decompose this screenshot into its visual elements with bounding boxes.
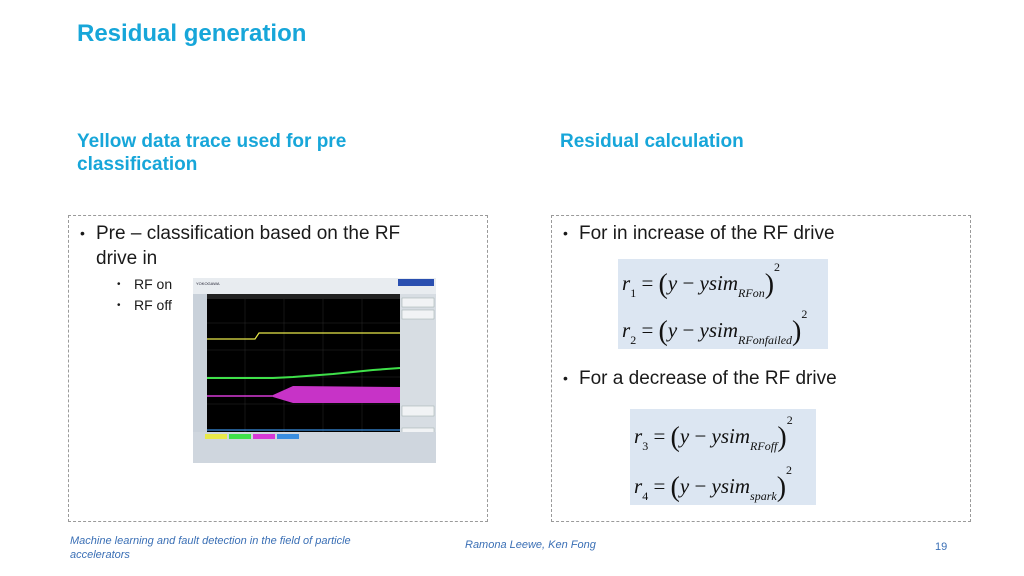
eq-power: 2 — [801, 307, 808, 321]
slide-title: Residual generation — [77, 20, 307, 47]
eq-lhs-sub: 3 — [642, 439, 649, 453]
scope-menu-button — [401, 405, 435, 417]
footer-authors: Ramona Leewe, Ken Fong — [465, 539, 596, 551]
ch3-label — [253, 434, 275, 439]
eq-rhs: ysim — [711, 424, 751, 448]
eq-rhs-sub: RFonfailed — [738, 333, 793, 347]
left-heading-line2: classification — [77, 154, 198, 175]
left-content-box — [68, 215, 488, 522]
eq-lhs: r — [622, 318, 631, 342]
scope-brand: YOKOGAWA — [196, 281, 220, 286]
left-bullet-line1: Pre – classification based on the RF — [96, 223, 401, 244]
footer-left-line1: Machine learning and fault detection in … — [70, 535, 351, 547]
eq-rhs-sub: RFoff — [750, 439, 778, 453]
sub-bullet-dot: • — [117, 279, 121, 290]
equation-r3: r3 = (y − ysimRFoff) 2 — [634, 413, 793, 453]
page-number: 19 — [935, 541, 948, 553]
right-heading: Residual calculation — [560, 131, 744, 152]
ch4-label — [277, 434, 299, 439]
eq-rhs: ysim — [711, 474, 751, 498]
footer-left: Machine learning and fault detection in … — [70, 534, 351, 562]
equation-r4: r4 = (y − ysimspark) 2 — [634, 463, 793, 503]
eq-lhs: r — [634, 424, 643, 448]
sub-bullet-dot: • — [117, 300, 121, 311]
bullet-dot: • — [80, 225, 85, 241]
eq-lhs-sub: 1 — [630, 286, 637, 300]
left-heading-line1: Yellow data trace used for pre — [77, 131, 347, 152]
sub-item-label: RF on — [134, 276, 173, 292]
right-bullet-increase-text: For in increase of the RF drive — [579, 223, 835, 244]
equation-box-decrease — [630, 409, 816, 505]
scope-menu-header — [398, 279, 434, 286]
left-bullet-line2: drive in — [96, 248, 158, 269]
scope-menu-button — [401, 297, 435, 308]
eq-lhs-sub: 4 — [642, 489, 649, 503]
eq-power: 2 — [774, 260, 781, 274]
right-bullet-decrease: • For a decrease of the RF drive — [563, 366, 837, 391]
green-trace — [207, 367, 401, 379]
eq-lhs-sub: 2 — [630, 333, 637, 347]
right-bullet-increase: • For in increase of the RF drive — [563, 221, 835, 246]
right-bullet-decrease-text: For a decrease of the RF drive — [579, 368, 837, 389]
sub-item-rf-off: • RF off — [117, 295, 172, 316]
oscilloscope-screenshot: YOKOGAWA — [193, 278, 436, 463]
left-bullet: • Pre – classification based on the RF d… — [80, 221, 401, 271]
equation-r2: r2 = (y − ysimRFonfailed) 2 — [622, 307, 808, 347]
eq-lhs: r — [622, 271, 631, 295]
yellow-trace — [207, 332, 400, 340]
oscilloscope-graphic: YOKOGAWA — [193, 278, 436, 463]
scope-menu-button — [401, 309, 435, 320]
eq-lhs: r — [634, 474, 643, 498]
left-heading: Yellow data trace used for pre classific… — [77, 130, 346, 176]
scope-waveform-area — [207, 294, 400, 432]
footer-left-line2: accelerators — [70, 549, 130, 561]
scope-status-bar — [193, 278, 436, 294]
eq-rhs-sub: spark — [750, 489, 777, 503]
sub-item-label: RF off — [134, 297, 172, 313]
eq-power: 2 — [786, 463, 793, 477]
equation-box-increase — [618, 259, 828, 349]
bullet-dot: • — [563, 225, 568, 241]
sub-item-rf-on: • RF on — [117, 274, 173, 295]
eq-rhs: ysim — [699, 318, 739, 342]
eq-power: 2 — [786, 413, 793, 427]
magenta-trace — [273, 386, 400, 403]
eq-rhs-sub: RFon — [738, 286, 765, 300]
eq-rhs: ysim — [699, 271, 739, 295]
scope-header-strip — [207, 294, 400, 299]
ch2-label — [229, 434, 251, 439]
ch1-label — [205, 434, 227, 439]
bullet-dot: • — [563, 370, 568, 386]
right-content-box — [551, 215, 971, 522]
equation-r1: r1 = (y − ysimRFon) 2 — [622, 260, 781, 300]
